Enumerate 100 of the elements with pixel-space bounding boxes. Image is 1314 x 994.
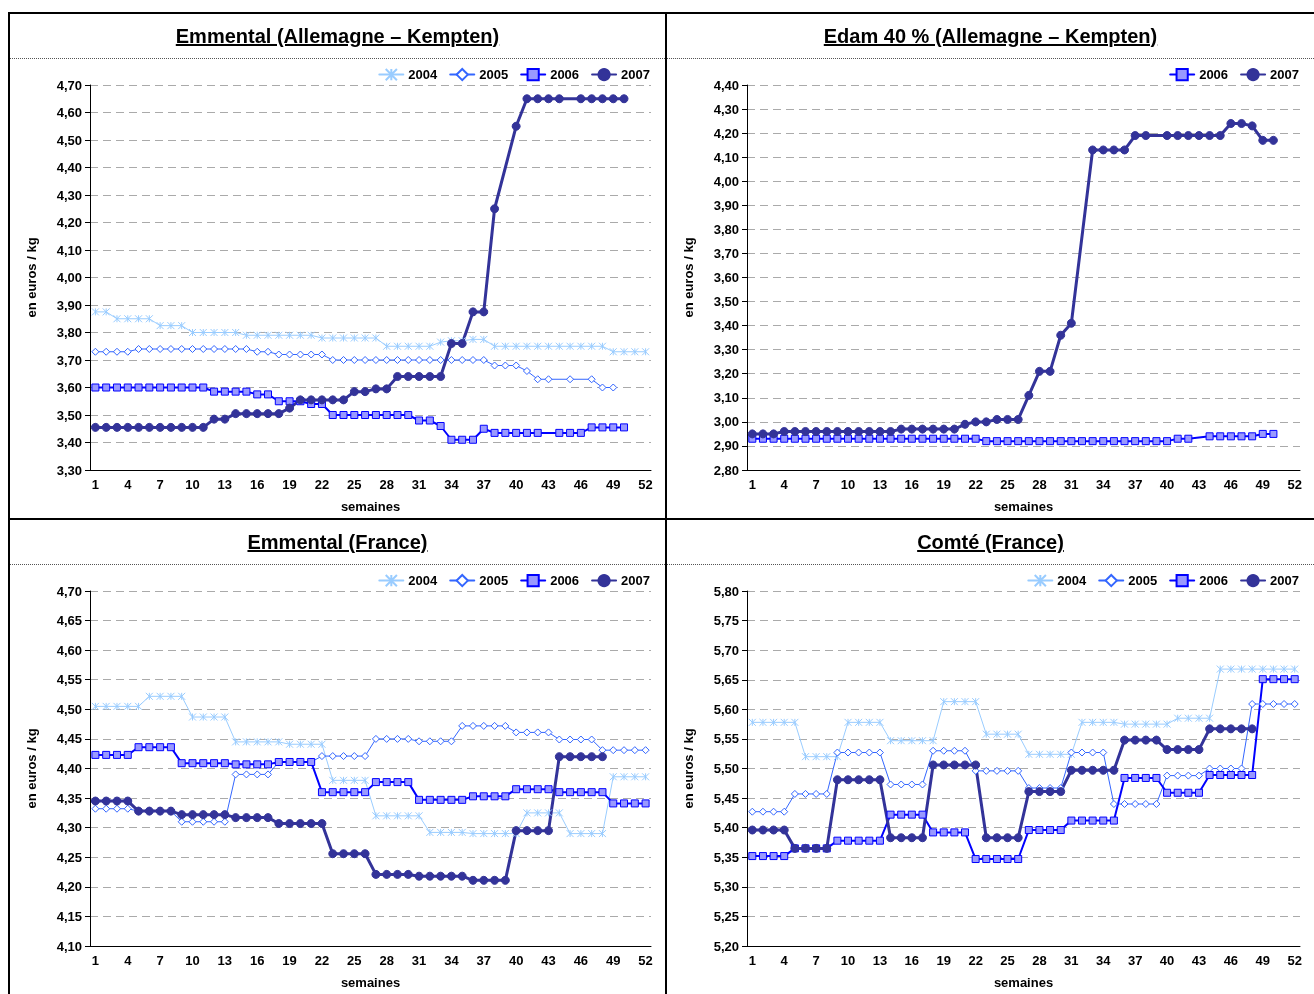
y-tick-label: 3,60 — [713, 270, 739, 285]
x-tick-label: 31 — [1064, 477, 1079, 492]
y-tick-label: 4,10 — [56, 242, 82, 258]
legend-label: 2004 — [1057, 573, 1088, 589]
legend-label: 2006 — [1199, 67, 1229, 83]
y-tick-label: 4,30 — [56, 820, 82, 836]
y-tick-label: 4,20 — [713, 125, 739, 141]
x-tick-label: 1 — [91, 953, 100, 968]
x-tick-label: 7 — [156, 477, 164, 492]
y-tick-label: 4,35 — [56, 790, 82, 806]
y-tick-label: 5,35 — [713, 849, 739, 865]
x-tick-label: 28 — [379, 953, 394, 968]
y-tick-label: 5,80 — [713, 583, 739, 599]
x-tick-label: 22 — [314, 953, 330, 968]
x-tick-label: 49 — [606, 477, 621, 492]
x-tick-label: 22 — [968, 953, 983, 968]
y-tick-label: 5,50 — [713, 761, 739, 776]
legend-label: 2005 — [1128, 573, 1158, 589]
x-tick-label: 28 — [1032, 477, 1047, 492]
x-tick-label: 52 — [1287, 477, 1302, 492]
x-tick-label: 34 — [1096, 953, 1112, 968]
x-tick-label: 37 — [1127, 477, 1143, 492]
y-tick-label: 5,60 — [713, 701, 739, 717]
y-tick-label: 4,30 — [56, 187, 82, 203]
y-tick-label: 4,20 — [56, 879, 82, 895]
legend-label: 2007 — [621, 67, 650, 83]
legend-label: 2007 — [1270, 573, 1299, 589]
x-tick-label: 37 — [1127, 953, 1143, 968]
x-tick-label: 13 — [872, 953, 888, 968]
y-tick-label: 4,25 — [56, 849, 82, 865]
y-tick-label: 4,55 — [56, 672, 82, 688]
x-tick-label: 31 — [1064, 953, 1079, 968]
y-tick-label: 5,45 — [713, 790, 739, 806]
x-tick-label: 40 — [508, 477, 524, 492]
y-tick-label: 5,25 — [713, 908, 739, 924]
x-tick-label: 46 — [1223, 953, 1239, 968]
x-tick-label: 25 — [1000, 477, 1015, 492]
x-tick-label: 1 — [748, 953, 756, 968]
x-tick-label: 28 — [1032, 953, 1047, 968]
y-tick-label: 3,70 — [713, 245, 739, 261]
x-tick-label: 31 — [411, 953, 427, 968]
y-tick-label: 3,50 — [713, 294, 739, 310]
x-tick-label: 46 — [573, 953, 589, 968]
x-axis-title: semaines — [340, 499, 401, 514]
legend-label: 2007 — [1270, 67, 1299, 83]
y-tick-label: 4,40 — [713, 77, 739, 93]
x-tick-label: 34 — [444, 477, 460, 492]
x-tick-label: 4 — [780, 953, 789, 968]
y-tick-label: 3,90 — [713, 197, 739, 213]
legend-label: 2006 — [1199, 573, 1229, 589]
x-tick-label: 46 — [1223, 477, 1239, 492]
y-tick-label: 4,00 — [713, 173, 739, 189]
x-tick-label: 43 — [541, 477, 556, 492]
y-tick-label: 3,00 — [713, 414, 739, 430]
chart-title: Comté (France) — [667, 520, 1314, 565]
chart-title: Emmental (Allemagne – Kempten) — [10, 14, 665, 59]
legend-label: 2004 — [408, 67, 439, 83]
x-tick-label: 19 — [936, 477, 951, 492]
chart-title: Emmental (France) — [10, 520, 665, 565]
y-tick-label: 5,75 — [713, 613, 739, 629]
y-tick-label: 4,65 — [56, 613, 82, 629]
y-tick-label: 5,30 — [713, 879, 739, 895]
x-tick-label: 19 — [936, 953, 951, 968]
x-tick-label: 13 — [872, 477, 888, 492]
x-tick-label: 49 — [1255, 477, 1271, 492]
x-tick-label: 4 — [124, 477, 133, 492]
legend-label: 2006 — [550, 67, 580, 83]
y-tick-label: 5,40 — [713, 820, 739, 836]
legend-label: 2005 — [479, 573, 509, 589]
x-tick-label: 43 — [1191, 477, 1207, 492]
x-tick-label: 13 — [217, 477, 233, 492]
y-tick-label: 4,70 — [56, 583, 82, 599]
y-tick-label: 3,10 — [713, 390, 739, 406]
x-tick-label: 52 — [638, 477, 653, 492]
x-tick-label: 43 — [1191, 953, 1207, 968]
chart-title: Edam 40 % (Allemagne – Kempten) — [667, 14, 1314, 59]
x-tick-label: 10 — [840, 953, 856, 968]
y-axis-title: en euros / kg — [24, 237, 39, 318]
x-axis-title: semaines — [993, 499, 1054, 514]
x-tick-label: 31 — [411, 477, 427, 492]
x-tick-label: 22 — [968, 477, 983, 492]
y-axis-title: en euros / kg — [681, 728, 696, 809]
y-tick-label: 3,40 — [713, 318, 739, 334]
x-tick-label: 52 — [1287, 953, 1302, 968]
y-tick-label: 3,90 — [56, 297, 82, 313]
y-tick-label: 5,65 — [713, 672, 739, 688]
y-tick-label: 4,45 — [56, 731, 82, 747]
x-axis-title: semaines — [340, 975, 401, 990]
x-tick-label: 40 — [1159, 953, 1175, 968]
y-tick-label: 4,10 — [713, 149, 739, 165]
x-tick-label: 19 — [282, 953, 297, 968]
x-tick-label: 46 — [573, 477, 589, 492]
y-tick-label: 4,15 — [56, 908, 82, 924]
x-tick-label: 13 — [217, 953, 233, 968]
x-tick-label: 19 — [282, 477, 297, 492]
x-tick-label: 7 — [812, 477, 820, 492]
x-tick-label: 7 — [812, 953, 820, 968]
x-tick-label: 1 — [748, 477, 756, 492]
y-tick-label: 4,10 — [56, 938, 82, 954]
y-tick-label: 3,70 — [56, 352, 82, 368]
